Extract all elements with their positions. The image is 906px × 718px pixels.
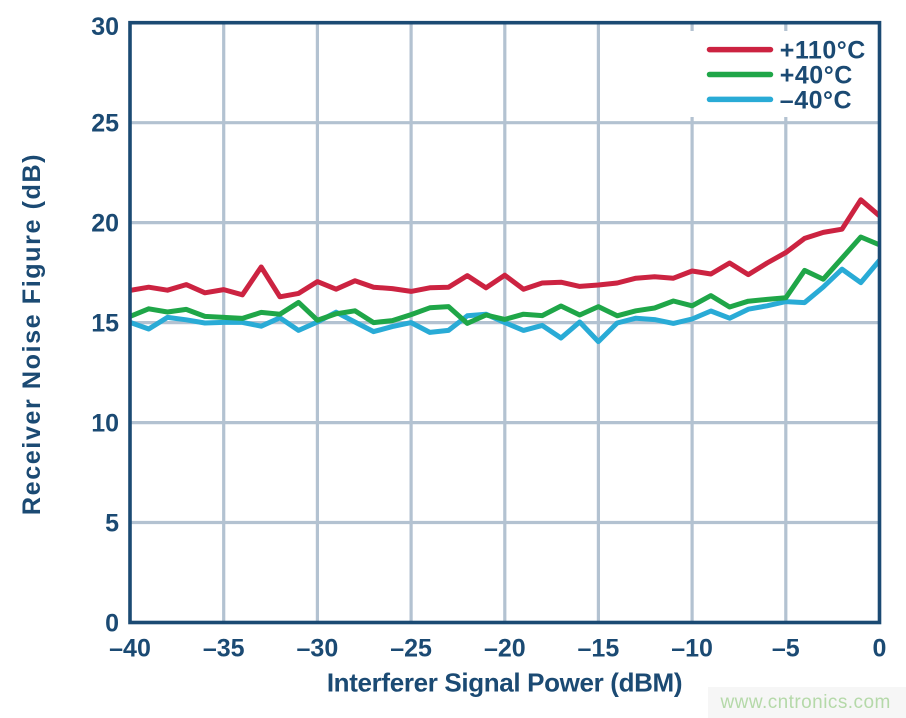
svg-text:5: 5 [105, 509, 119, 537]
svg-text:0: 0 [105, 609, 119, 637]
svg-text:–25: –25 [390, 634, 432, 662]
svg-text:www.cntronics.com: www.cntronics.com [720, 692, 891, 713]
svg-text:Receiver Noise Figure (dB): Receiver Noise Figure (dB) [18, 153, 46, 515]
svg-text:30: 30 [91, 13, 119, 41]
svg-text:–15: –15 [578, 634, 620, 662]
svg-text:–10: –10 [671, 634, 713, 662]
svg-text:25: 25 [91, 110, 119, 138]
svg-text:Interferer Signal Power (dBM): Interferer Signal Power (dBM) [327, 668, 682, 698]
svg-text:15: 15 [91, 310, 119, 338]
svg-text:10: 10 [91, 410, 119, 438]
svg-text:–30: –30 [297, 634, 339, 662]
svg-text:–35: –35 [203, 634, 245, 662]
svg-text:20: 20 [91, 210, 119, 238]
svg-text:–40°C: –40°C [780, 86, 852, 114]
svg-text:–5: –5 [772, 634, 800, 662]
svg-text:–20: –20 [484, 634, 526, 662]
svg-text:0: 0 [873, 634, 887, 662]
svg-text:–40: –40 [109, 634, 151, 662]
svg-text:+40°C: +40°C [780, 61, 853, 89]
svg-text:+110°C: +110°C [780, 37, 866, 65]
